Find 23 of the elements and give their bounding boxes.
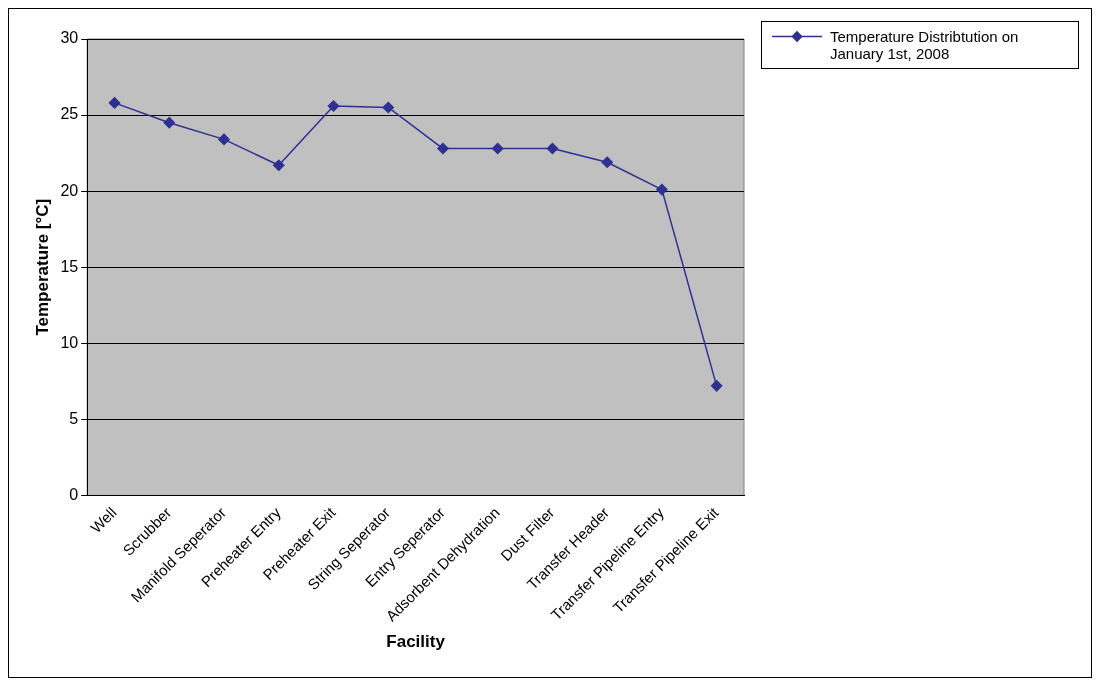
y-tick-label: 20 xyxy=(60,181,79,199)
x-axis-title: Facility xyxy=(386,632,446,652)
y-tick-label: 25 xyxy=(60,105,79,123)
point xyxy=(273,159,285,172)
point xyxy=(163,116,176,129)
y-tick-label: 0 xyxy=(69,485,79,503)
point xyxy=(601,156,613,168)
point xyxy=(218,133,230,146)
point xyxy=(437,142,449,155)
y-axis-title: Temperature [°C] xyxy=(32,198,52,336)
point xyxy=(491,142,504,155)
y-tick-label: 5 xyxy=(69,409,79,427)
point xyxy=(108,97,121,109)
point xyxy=(546,142,559,155)
point xyxy=(656,183,668,196)
legend-label: Temperature Distribtution on January 1st, 2008 xyxy=(830,28,1020,62)
y-tick-label: 30 xyxy=(60,29,79,47)
point xyxy=(382,101,394,114)
y-tick-label: 10 xyxy=(60,333,79,351)
y-tick-label: 15 xyxy=(60,257,79,275)
point xyxy=(710,380,723,392)
x-tick-label: Well xyxy=(87,503,120,537)
point xyxy=(327,100,340,112)
